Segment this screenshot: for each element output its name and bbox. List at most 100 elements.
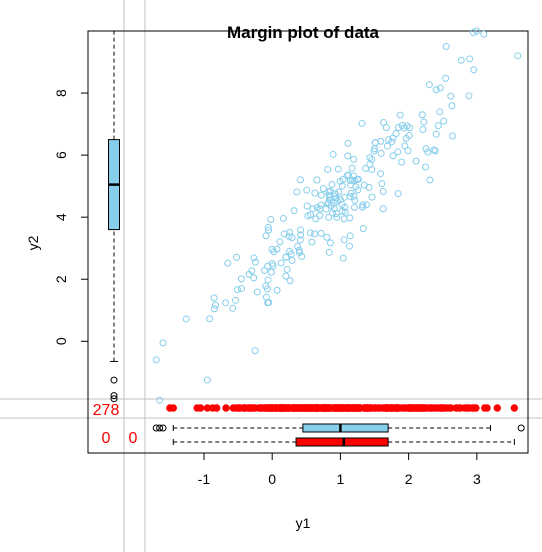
observed-point bbox=[309, 205, 317, 213]
observed-point bbox=[358, 203, 366, 211]
y2-outlier bbox=[110, 395, 118, 403]
observed-point bbox=[264, 223, 272, 231]
observed-point bbox=[159, 339, 167, 347]
imputed-point bbox=[196, 404, 205, 412]
observed-point bbox=[277, 259, 285, 267]
observed-point bbox=[350, 155, 358, 163]
observed-point bbox=[273, 245, 281, 253]
observed-point bbox=[279, 214, 287, 222]
imputed-point bbox=[349, 404, 358, 412]
observed-point bbox=[233, 286, 241, 294]
observed-point bbox=[210, 294, 218, 302]
imputed-point bbox=[407, 404, 416, 412]
imputed-point bbox=[363, 404, 372, 412]
observed-point bbox=[377, 170, 385, 178]
observed-point bbox=[480, 30, 488, 38]
observed-point bbox=[346, 176, 354, 184]
observed-point bbox=[324, 165, 332, 173]
imputed-point bbox=[333, 404, 342, 412]
imputed-point bbox=[379, 404, 387, 412]
observed-point bbox=[469, 29, 477, 37]
y1-missing-box bbox=[295, 437, 389, 447]
observed-point bbox=[377, 149, 385, 157]
observed-point bbox=[330, 199, 338, 207]
observed-point bbox=[398, 122, 406, 130]
observed-point bbox=[303, 202, 311, 210]
observed-point bbox=[264, 276, 272, 284]
observed-point bbox=[338, 207, 346, 215]
observed-point bbox=[426, 176, 434, 184]
observed-point bbox=[396, 111, 404, 119]
imputed-point bbox=[296, 404, 304, 412]
observed-point bbox=[296, 249, 304, 257]
observed-point bbox=[340, 236, 348, 244]
observed-point bbox=[514, 52, 522, 60]
imputed-point bbox=[321, 404, 330, 412]
y-axis: 0 2 4 6 8 bbox=[53, 89, 89, 345]
y-tick-label: 2 bbox=[53, 275, 69, 283]
imputed-point bbox=[470, 404, 478, 412]
y-tick-label: 0 bbox=[53, 337, 69, 345]
observed-point bbox=[322, 205, 330, 213]
observed-point bbox=[286, 247, 294, 255]
imputed-point bbox=[169, 404, 177, 412]
observed-point bbox=[422, 163, 430, 171]
chart-title: Margin plot of data bbox=[227, 23, 380, 42]
x-tick-label: 3 bbox=[473, 471, 481, 487]
observed-point bbox=[365, 183, 373, 191]
observed-point bbox=[317, 229, 325, 237]
observed-point bbox=[418, 111, 426, 119]
observed-point bbox=[288, 256, 296, 264]
imputed-point bbox=[510, 404, 519, 412]
observed-point bbox=[432, 130, 440, 138]
observed-point bbox=[422, 145, 430, 153]
observed-point bbox=[280, 230, 288, 238]
y1-boxplots bbox=[152, 423, 525, 447]
observed-point bbox=[440, 117, 448, 125]
imputed-point bbox=[240, 404, 248, 412]
observed-point bbox=[248, 267, 256, 275]
observed-point bbox=[152, 356, 160, 364]
observed-point bbox=[229, 304, 237, 312]
observed-point bbox=[329, 150, 337, 158]
observed-point bbox=[473, 27, 481, 35]
observed-point bbox=[465, 92, 473, 100]
observed-point bbox=[253, 288, 261, 296]
observed-point bbox=[222, 299, 230, 307]
observed-point bbox=[398, 158, 406, 166]
observed-point bbox=[385, 136, 393, 144]
observed-point bbox=[267, 268, 275, 276]
observed-point bbox=[319, 185, 327, 193]
observed-point bbox=[368, 193, 376, 201]
observed-point bbox=[276, 238, 284, 246]
observed-point bbox=[332, 210, 340, 218]
observed-point bbox=[336, 177, 344, 185]
imputed-point bbox=[460, 404, 469, 412]
observed-point bbox=[394, 190, 402, 198]
observed-point bbox=[233, 253, 241, 261]
imputed-point bbox=[262, 404, 270, 412]
observed-point bbox=[262, 293, 270, 301]
observed-point bbox=[366, 154, 374, 162]
observed-point bbox=[238, 285, 246, 293]
observed-point bbox=[313, 176, 321, 184]
imputed-point bbox=[222, 404, 230, 412]
observed-point bbox=[404, 147, 412, 155]
observed-point bbox=[371, 139, 379, 147]
observed-point bbox=[326, 187, 334, 195]
observed-point bbox=[262, 232, 270, 240]
observed-point bbox=[212, 301, 220, 309]
observed-point bbox=[316, 212, 324, 220]
y-tick-label: 8 bbox=[53, 89, 69, 97]
observed-point bbox=[380, 118, 388, 126]
observed-point bbox=[237, 275, 245, 283]
imputed-point bbox=[391, 404, 399, 412]
observed-point bbox=[394, 148, 402, 156]
observed-point bbox=[430, 146, 438, 154]
observed-point bbox=[156, 396, 164, 404]
imputed-point bbox=[437, 404, 445, 412]
observed-point bbox=[210, 305, 218, 313]
observed-point bbox=[293, 188, 301, 196]
observed-point bbox=[419, 125, 427, 133]
